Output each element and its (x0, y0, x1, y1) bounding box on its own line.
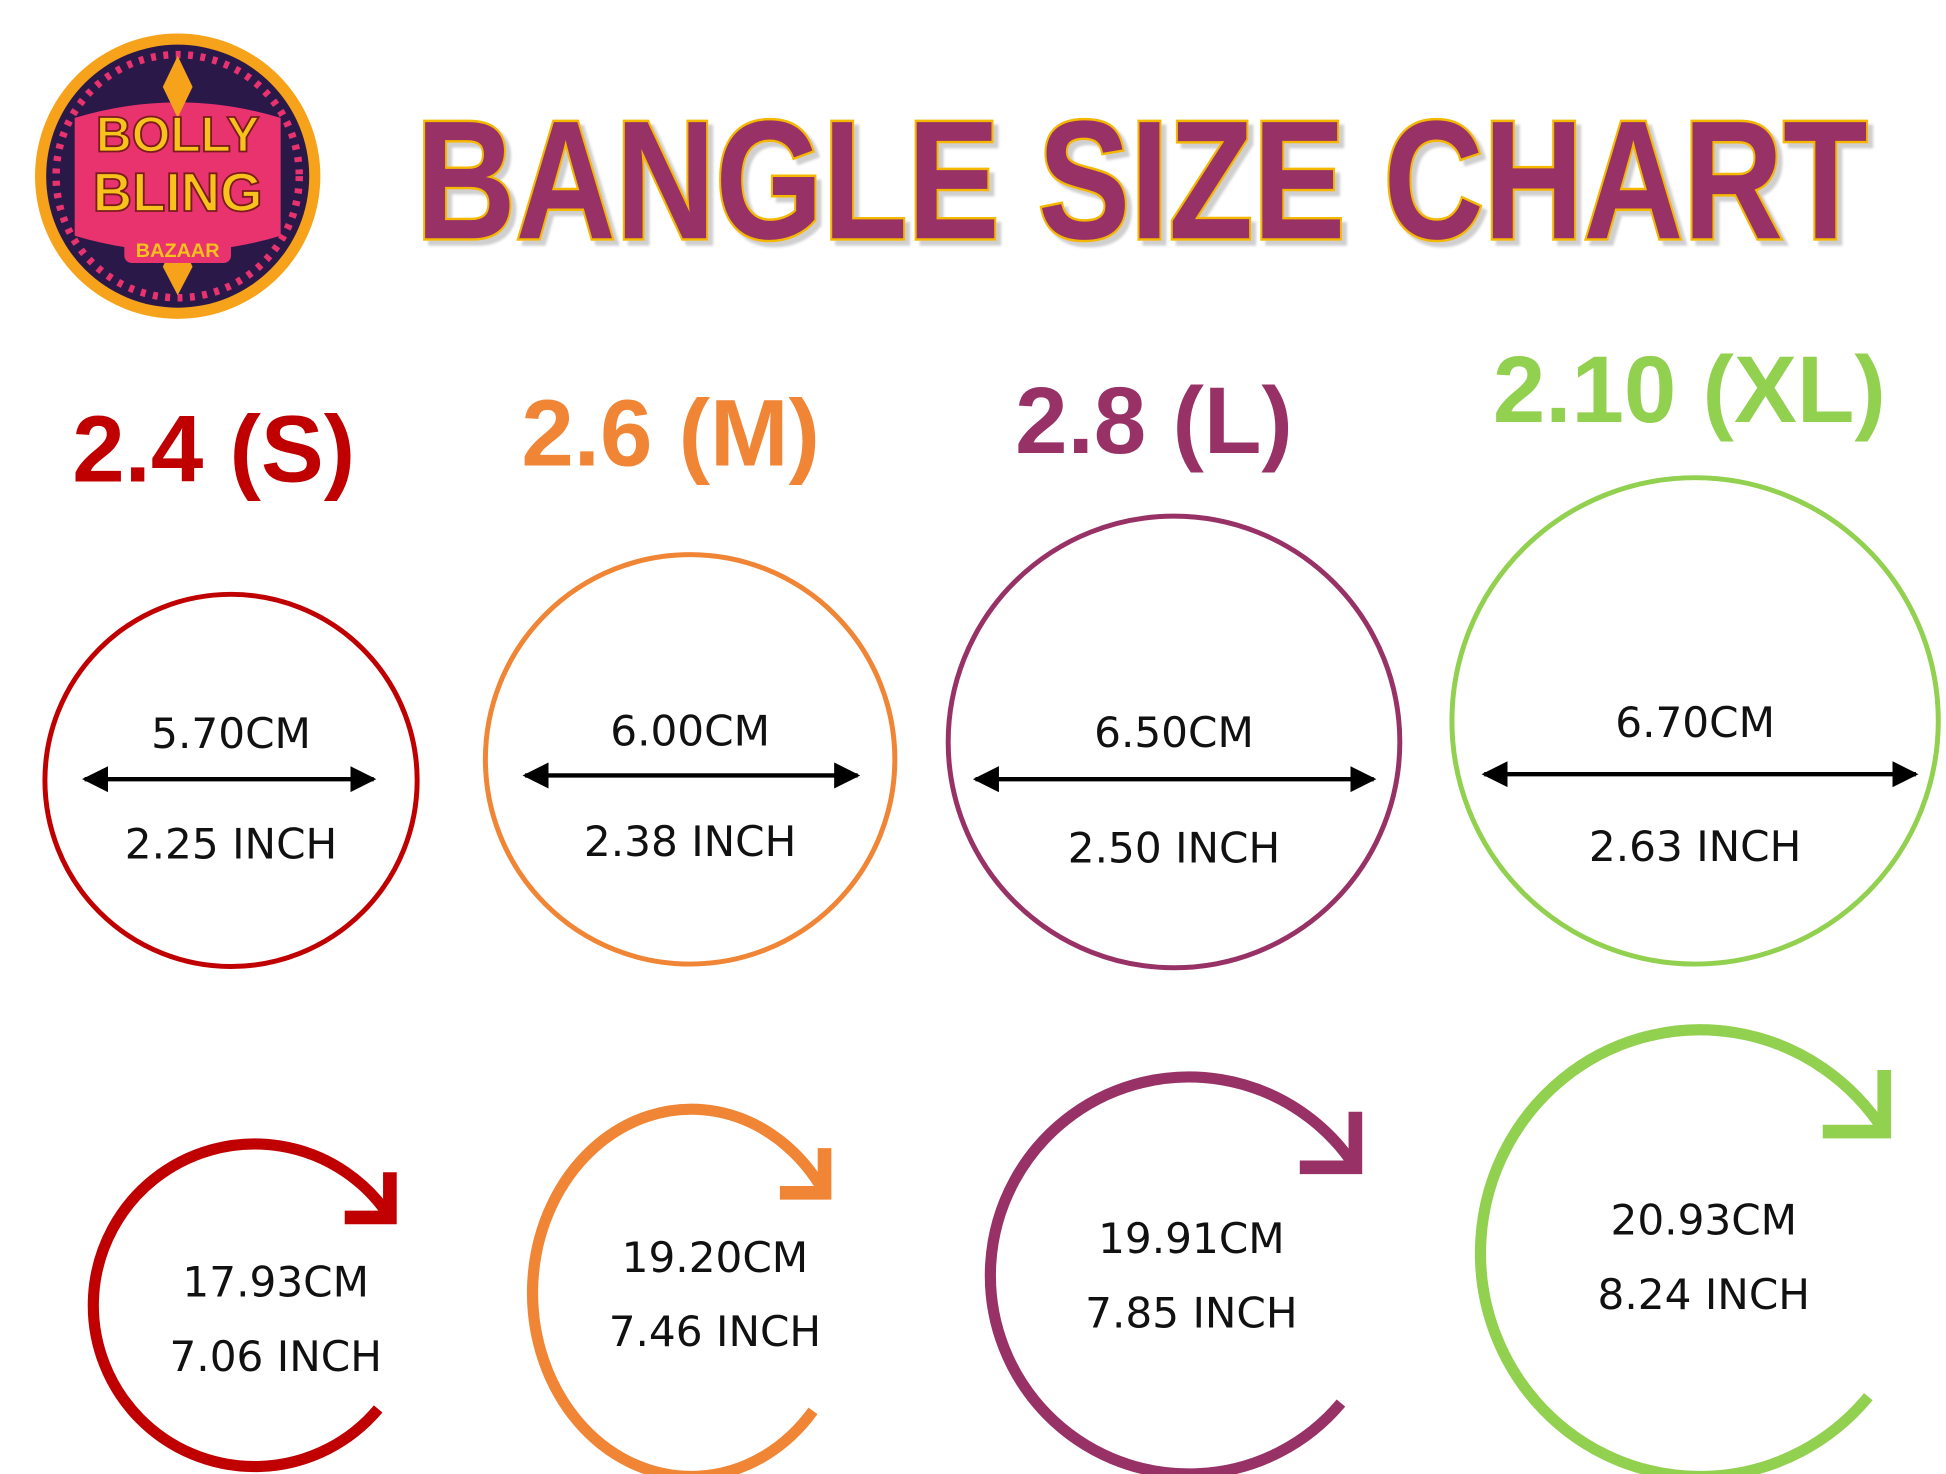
diameter-circle (1449, 475, 1941, 967)
circumference-arrowhead-icon (779, 1148, 832, 1200)
diameter-inch: 2.25 INCH (125, 820, 337, 869)
diameter-inch: 2.50 INCH (1068, 823, 1280, 872)
diameter-circle (945, 513, 1403, 971)
diameter-cm: 6.50CM (1094, 708, 1254, 757)
diameter-inch: 2.38 INCH (584, 817, 796, 866)
diameter-inch: 2.63 INCH (1589, 822, 1801, 871)
size-label: 2.8 (L) (1015, 368, 1293, 473)
logo-text-bling: BLING (93, 162, 263, 223)
brand-logo: BOLLY BLING BAZAAR (35, 33, 321, 319)
logo-text-bolly: BOLLY (96, 106, 260, 162)
circumference-inch: 7.85 INCH (1085, 1289, 1297, 1338)
circumference-arrowhead-icon (344, 1172, 397, 1225)
circumference-arrowhead-icon (1299, 1111, 1363, 1175)
circumference-arc (1474, 1024, 1889, 1474)
diameter-circle (482, 552, 898, 967)
circumference-inch: 7.06 INCH (169, 1332, 381, 1381)
circumference-cm: 17.93CM (182, 1258, 369, 1307)
diameter-cm: 5.70CM (151, 709, 311, 758)
size-label: 2.10 (XL) (1493, 337, 1886, 442)
size-label: 2.6 (M) (521, 380, 820, 485)
circumference-cm: 19.91CM (1098, 1214, 1285, 1263)
circumference-cm: 20.93CM (1611, 1196, 1798, 1245)
circumference-arrowhead-icon (1822, 1070, 1892, 1139)
circumference-arc (984, 1071, 1361, 1474)
diameter-circle (42, 591, 420, 970)
circumference-arc (87, 1138, 395, 1473)
size-label: 2.4 (S) (72, 396, 355, 501)
circumference-inch: 8.24 INCH (1598, 1270, 1810, 1319)
circumference-inch: 7.46 INCH (609, 1307, 821, 1356)
logo-text-bazaar: BAZAAR (136, 240, 220, 262)
diameter-cm: 6.00CM (610, 707, 770, 756)
circumference-cm: 19.20CM (622, 1233, 809, 1282)
circumference-arc (526, 1103, 830, 1474)
diameter-cm: 6.70CM (1615, 698, 1775, 747)
page-title: BANGLE SIZE CHART (416, 85, 1868, 274)
